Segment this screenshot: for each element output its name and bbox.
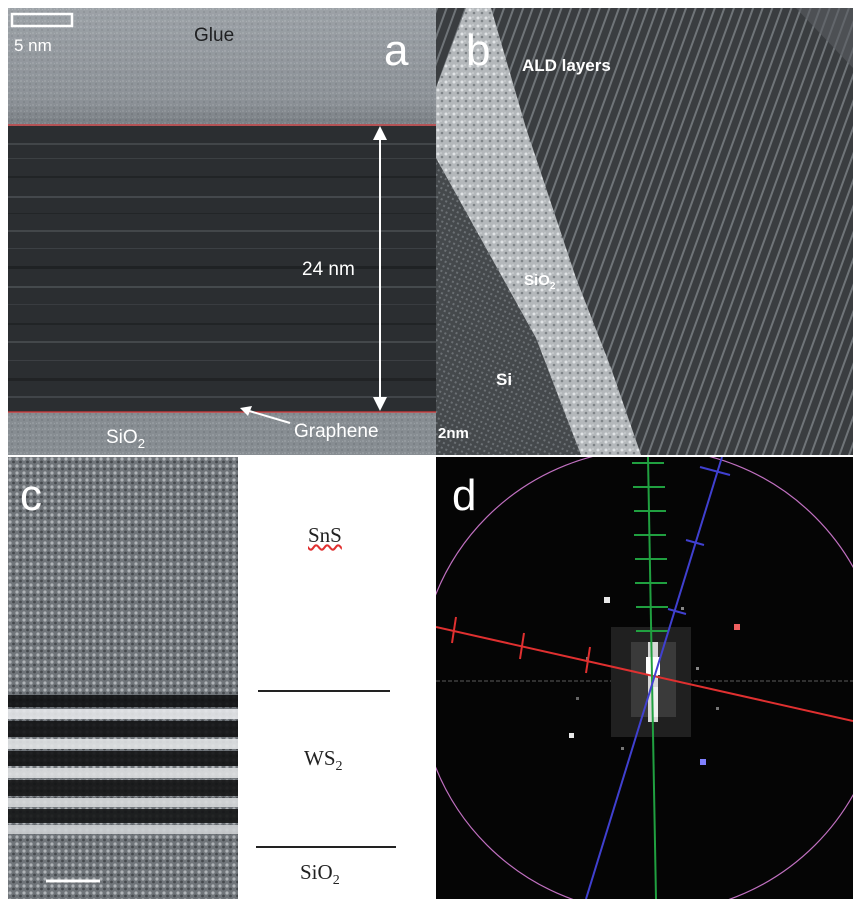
scale-bar xyxy=(10,12,74,28)
thickness-label: 24 nm xyxy=(302,259,355,280)
panel-a-image xyxy=(8,8,436,455)
scale-bar-label: 5 nm xyxy=(14,36,52,55)
panel-c-image xyxy=(8,457,238,899)
graphene-label: Graphene xyxy=(294,421,379,442)
panel-label-a: a xyxy=(384,26,409,75)
si-label: Si xyxy=(496,370,513,389)
fft-green-line xyxy=(647,457,657,899)
fft-blue-line xyxy=(585,457,723,899)
graphene-arrow xyxy=(245,409,291,424)
panel-d: d xyxy=(436,457,853,899)
ald-layers-label: ALD layers xyxy=(522,56,611,75)
substrate-label: SiO2 xyxy=(106,427,145,451)
panel-b-image xyxy=(436,8,853,455)
panel-d-image xyxy=(436,457,853,899)
panel-label-b: b xyxy=(466,26,491,75)
sns-label: SnS xyxy=(308,523,342,547)
sio2-label-c: SiO2 xyxy=(300,860,340,889)
ws2-label: WS2 xyxy=(304,746,343,775)
layer-divider-bottom xyxy=(256,846,396,848)
layer-divider-top xyxy=(258,690,390,692)
oxide-region xyxy=(436,8,641,455)
glue-label: Glue xyxy=(194,25,235,46)
panel-label-c: c xyxy=(20,471,42,520)
panel-b: b ALD layers SiO2 Si 2nm xyxy=(436,8,853,455)
sio2-label: SiO2 xyxy=(524,272,556,292)
panel-c: c SnS WS2 SiO2 xyxy=(8,457,436,899)
scale-label-b: 2nm xyxy=(438,425,469,442)
panel-label-d: d xyxy=(452,471,477,520)
si-region xyxy=(436,158,581,455)
panel-a: a 5 nm Glue 24 nm SiO2 Graphene xyxy=(8,8,436,455)
fft-red-line xyxy=(436,626,853,722)
